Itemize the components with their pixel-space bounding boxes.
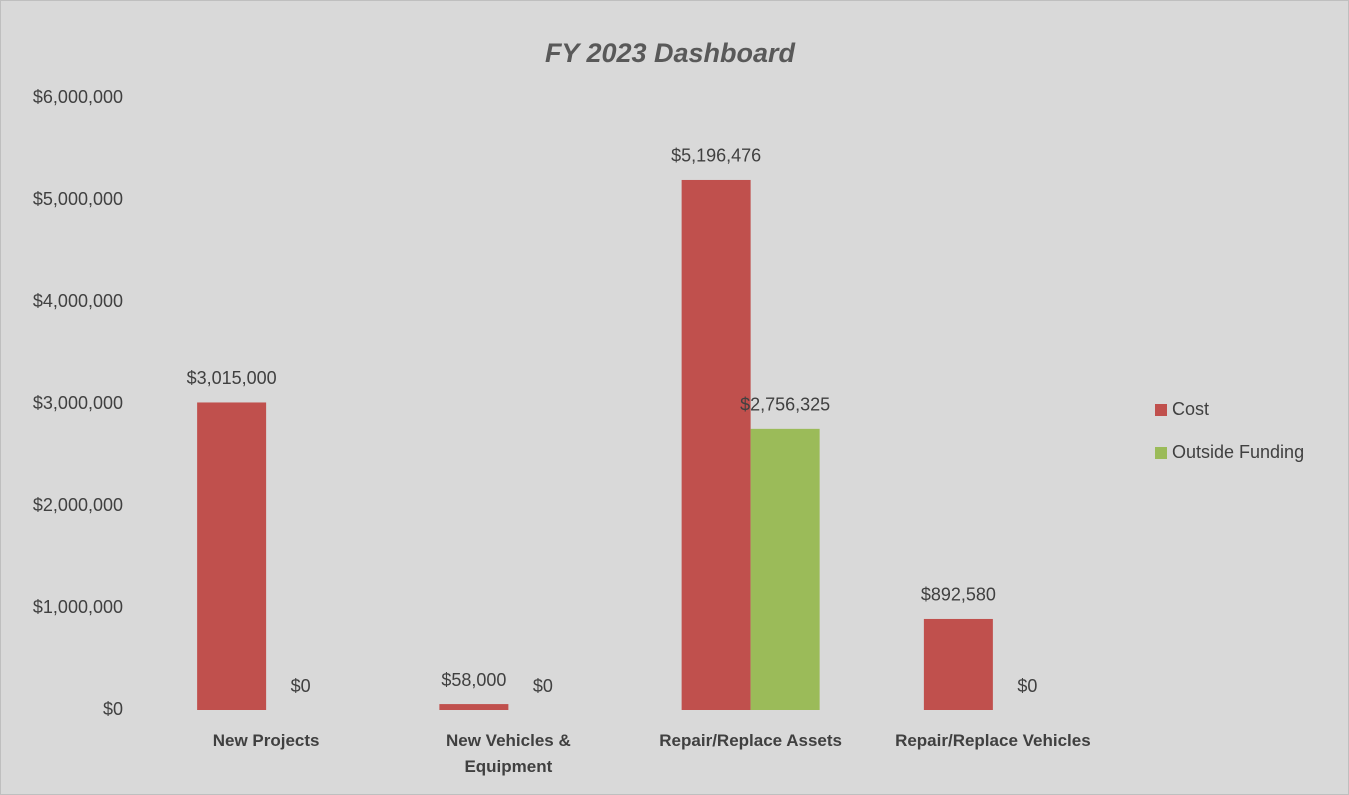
bar — [197, 402, 267, 710]
legend-label: Cost — [1172, 399, 1209, 419]
y-tick-label: $5,000,000 — [33, 189, 123, 209]
data-label: $892,580 — [921, 585, 996, 605]
x-tick-label: New Vehicles & Equipment — [446, 731, 571, 776]
bar — [750, 428, 820, 710]
y-tick-label: $6,000,000 — [33, 87, 123, 107]
y-tick-label: $4,000,000 — [33, 291, 123, 311]
bar — [439, 704, 509, 710]
y-tick-label: $1,000,000 — [33, 597, 123, 617]
data-label: $0 — [533, 676, 553, 696]
data-label: $0 — [291, 676, 311, 696]
bar — [681, 179, 751, 710]
x-tick-label: New Projects — [212, 731, 320, 750]
legend-swatch — [1155, 404, 1167, 416]
y-tick-label: $3,000,000 — [33, 393, 123, 413]
data-label: $5,196,476 — [671, 146, 761, 166]
x-tick-label: Repair/Replace Vehicles — [895, 731, 1091, 750]
data-label: $3,015,000 — [187, 368, 277, 388]
data-label: $58,000 — [441, 670, 506, 690]
legend-label: Outside Funding — [1172, 442, 1304, 462]
y-tick-label: $0 — [103, 699, 123, 719]
y-tick-label: $2,000,000 — [33, 495, 123, 515]
data-label: $2,756,325 — [740, 395, 830, 415]
legend-swatch — [1155, 447, 1167, 459]
chart-title: FY 2023 Dashboard — [545, 38, 796, 68]
x-tick-label: Repair/Replace Assets — [659, 731, 842, 750]
bar — [923, 618, 993, 710]
data-label: $0 — [1017, 676, 1037, 696]
